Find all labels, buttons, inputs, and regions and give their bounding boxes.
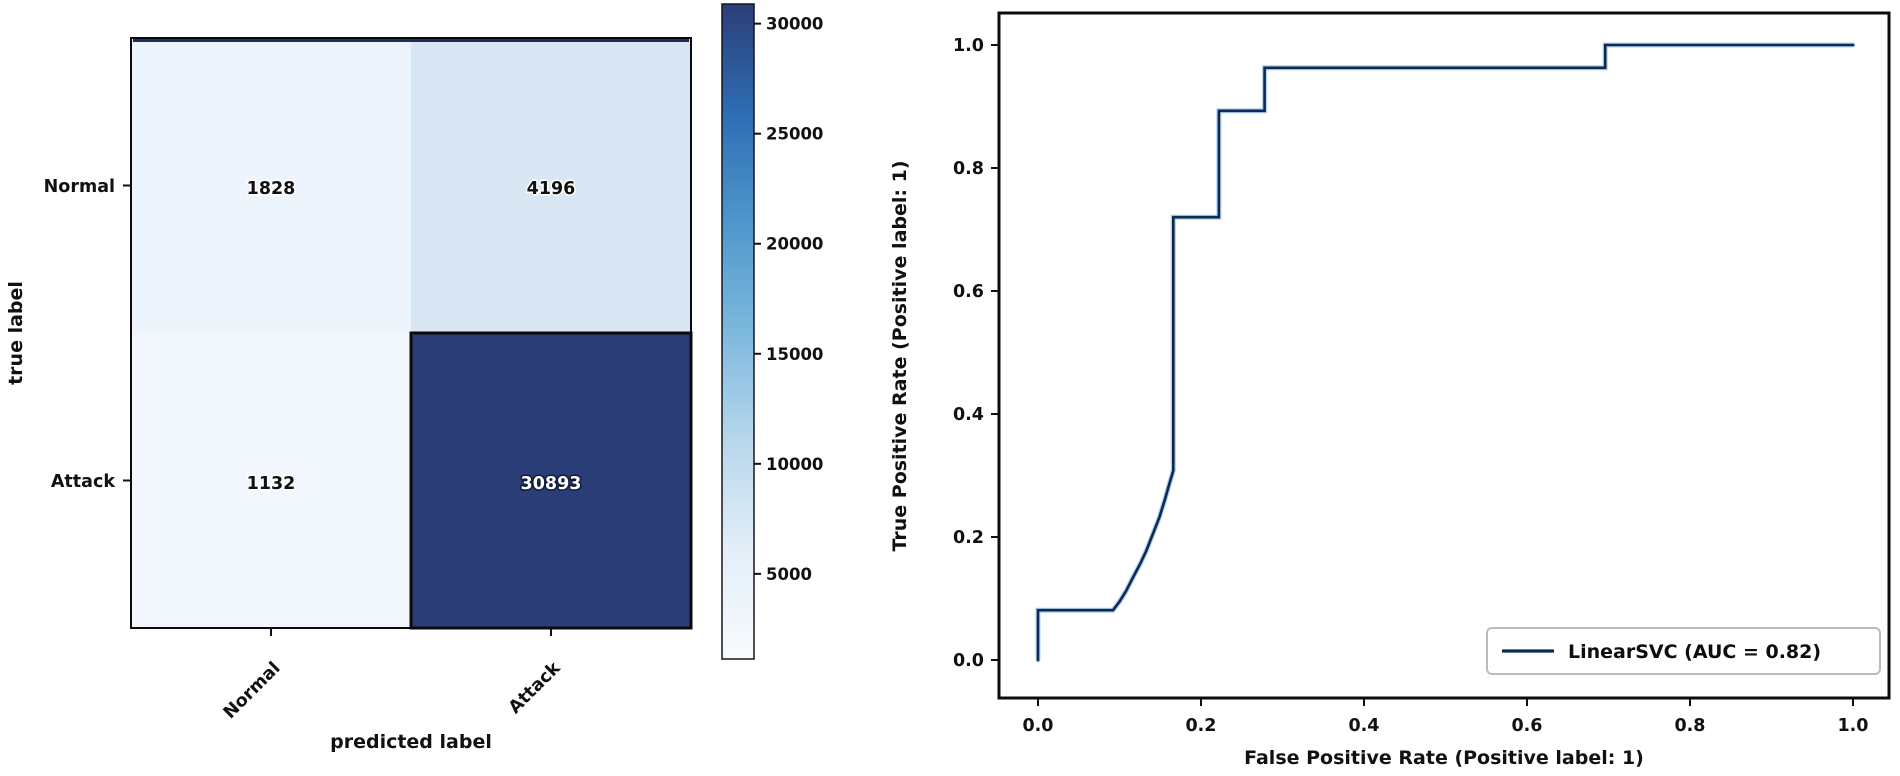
roc-curve <box>1036 43 1855 662</box>
roc-legend: LinearSVC (AUC = 0.82) <box>1486 627 1881 675</box>
legend-box <box>1486 627 1881 675</box>
colorbar-tick-label: 10000 <box>766 455 823 474</box>
roc-y-tick-label: 0.8 <box>953 159 984 179</box>
roc-x-tick-label: 1.0 <box>1837 716 1868 736</box>
roc-x-tick-label: 0.2 <box>1185 716 1216 736</box>
confusion-matrix-cells <box>131 38 691 628</box>
cm-cell-attack-normal <box>131 333 411 628</box>
x-tick-label-normal: Normal <box>220 658 285 723</box>
matrix-border <box>130 37 692 629</box>
cm-cell-normal-attack <box>411 38 691 333</box>
legend-label: LinearSVC (AUC = 0.82) <box>1568 641 1821 663</box>
confusion-matrix-plot: 1828 4196 1132 30893 Normal Attack Norma… <box>5 3 823 753</box>
roc-y-tick-label: 0.0 <box>953 651 984 671</box>
x-tick-label-attack: Attack <box>505 658 565 718</box>
cell-value-attack-normal: 1132 <box>247 474 296 494</box>
colorbar-tick-label: 15000 <box>766 345 823 364</box>
roc-x-tick-label: 0.8 <box>1674 716 1705 736</box>
roc-plot-border <box>997 11 1891 700</box>
colorbar-ticks: 5000 10000 15000 20000 25000 30000 <box>754 15 823 584</box>
y-tick-label-attack: Attack <box>51 472 115 492</box>
y-tick-label-normal: Normal <box>44 177 115 197</box>
cell-value-normal-attack: 4196 <box>527 179 576 199</box>
cm-cell-normal-normal <box>131 38 411 333</box>
roc-curve-halo <box>1035 42 1856 663</box>
roc-x-tick-label: 0.4 <box>1348 716 1379 736</box>
cm-cell-attack-attack <box>411 333 691 628</box>
cm-xlabel: predicted label <box>330 731 492 753</box>
roc-y-tick-label: 0.4 <box>953 405 984 425</box>
roc-y-tick-label: 1.0 <box>953 36 984 56</box>
colorbar-tick-label: 5000 <box>766 565 812 584</box>
colorbar <box>721 3 755 660</box>
roc-x-tick-label: 0.0 <box>1022 716 1053 736</box>
cell-value-attack-attack: 30893 <box>521 474 582 494</box>
roc-ticks: 0.0 0.2 0.4 0.6 0.8 1.0 0.0 0.2 0.4 0.6 0.8 1.0 <box>953 36 1869 736</box>
roc-y-tick-label: 0.6 <box>953 282 984 302</box>
roc-x-tick-label: 0.6 <box>1511 716 1542 736</box>
roc-ylabel: True Positive Rate (Positive label: 1) <box>889 160 911 551</box>
roc-xlabel: False Positive Rate (Positive label: 1) <box>1244 747 1644 769</box>
roc-plot: 0.0 0.2 0.4 0.6 0.8 1.0 0.0 0.2 0.4 0.6 0.8 1.0 Fal… <box>889 11 1891 769</box>
cell-value-normal-normal: 1828 <box>247 179 296 199</box>
colorbar-tick-label: 30000 <box>766 15 823 34</box>
cm-ylabel: true label <box>5 281 27 385</box>
colorbar-tick-label: 25000 <box>766 125 823 144</box>
colorbar-tick-label: 20000 <box>766 235 823 254</box>
roc-y-tick-label: 0.2 <box>953 528 984 548</box>
